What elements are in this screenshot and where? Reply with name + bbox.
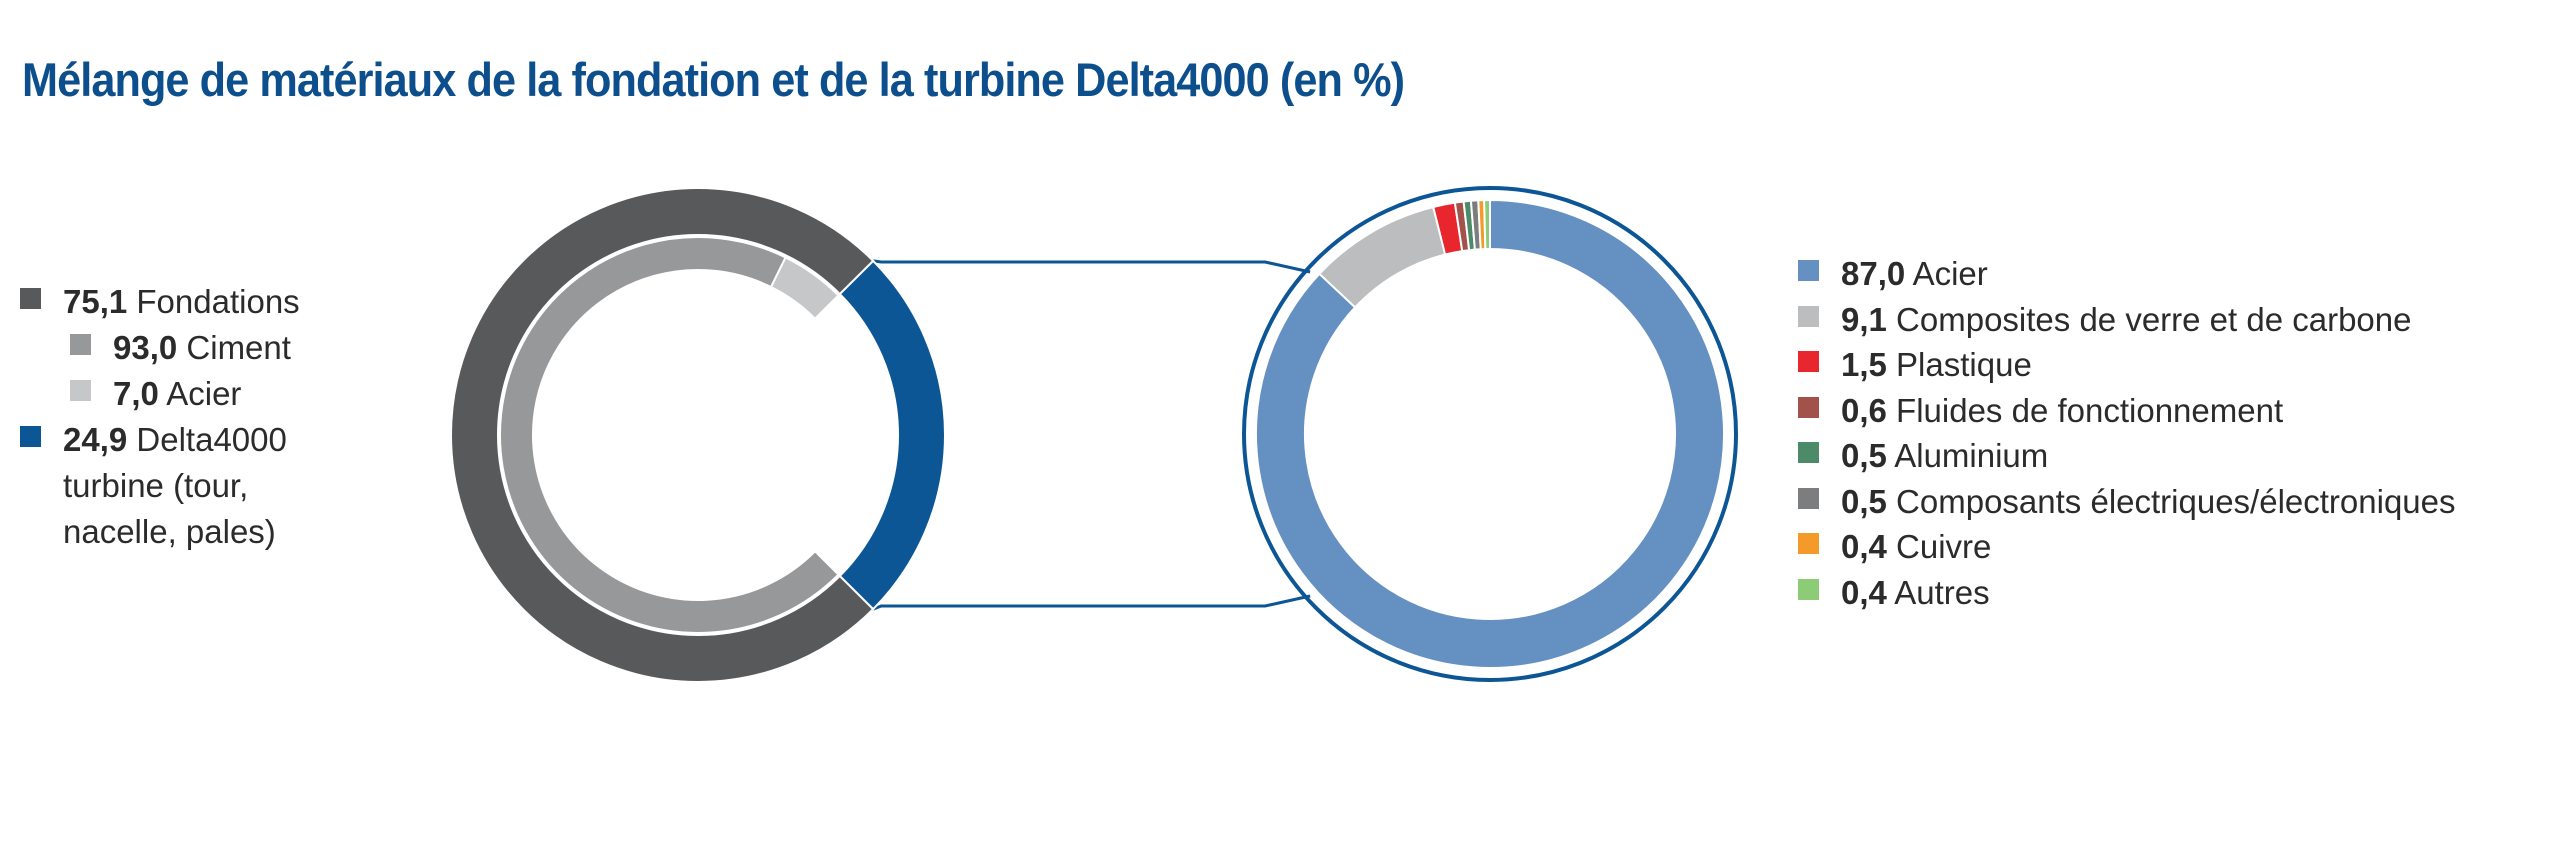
legend-value: 0,4 <box>1841 528 1887 565</box>
legend-item-plastique: 1,5 Plastique <box>1798 342 2032 388</box>
legend-swatch <box>1798 396 1819 418</box>
turbine-materials-donut <box>1242 186 1738 682</box>
legend-label: 24,9 Delta4000 turbine (tour, nacelle, p… <box>63 421 287 550</box>
legend-value: 0,4 <box>1841 573 1887 611</box>
legend-label: 9,1 Composites de verre et de carbone <box>1841 300 2412 338</box>
donut-slice-inner-acier <box>769 256 840 321</box>
legend-item-composants-electriques-electroniques: 0,5 Composants électriques/électroniques <box>1798 479 2456 525</box>
connector-lines <box>872 259 1311 611</box>
legend-label: 1,5 Plastique <box>1841 346 2032 383</box>
legend-value: 0,5 <box>1841 437 1887 474</box>
legend-item-aluminium: 0,5 Aluminium <box>1798 433 2048 479</box>
legend-item-ciment: 93,0 Ciment <box>70 325 291 371</box>
legend-label: 93,0 Ciment <box>113 329 291 366</box>
legend-label: 75,1 Fondations <box>63 283 300 320</box>
legend-label: 0,4 Cuivre <box>1841 528 1992 565</box>
connector-line-bottom <box>872 594 1311 611</box>
legend-swatch <box>70 334 91 355</box>
legend-swatch <box>1798 487 1819 509</box>
legend-value: 1,5 <box>1841 346 1887 383</box>
legend-swatch <box>1798 578 1819 600</box>
zoom-frame-circle <box>1242 186 1738 682</box>
legend-item-fondations: 75,1 Fondations <box>20 279 300 325</box>
legend-swatch <box>20 288 41 309</box>
legend-swatch <box>70 380 91 401</box>
legend-value: 75,1 <box>63 283 128 320</box>
legend-value: 0,5 <box>1841 482 1887 520</box>
legend-value: 93,0 <box>113 329 178 366</box>
donut-slice-turbine <box>838 259 946 611</box>
chart-title: Mélange de matériaux de la fondation et … <box>22 53 1405 106</box>
legend-value: 9,1 <box>1841 300 1887 338</box>
legend-item-delta4000-turbine-tour-nacelle-pales: 24,9 Delta4000 turbine (tour, nacelle, p… <box>20 417 343 555</box>
foundation-turbine-donut <box>450 187 946 683</box>
legend-value: 0,6 <box>1841 391 1887 429</box>
legend-swatch <box>20 426 41 447</box>
legend-swatch <box>1798 442 1819 463</box>
donut-slice-fondations <box>450 187 875 683</box>
legend-label: 0,5 Composants électriques/électroniques <box>1841 482 2456 520</box>
legend-item-composites-de-verre-et-de-carbone: 9,1 Composites de verre et de carbone <box>1798 297 2412 343</box>
legend-item-acier: 87,0 Acier <box>1798 251 1988 297</box>
legend-swatch <box>1798 351 1819 372</box>
legend-value: 24,9 <box>63 421 128 458</box>
legend-label: 87,0 Acier <box>1841 255 1988 292</box>
donut-slice-turbine-acier <box>1255 198 1725 669</box>
legend-label: 0,4 Autres <box>1841 573 1990 611</box>
donut-slice-inner-ciment <box>499 236 840 634</box>
legend-label: 0,6 Fluides de fonctionnement <box>1841 391 2284 429</box>
legend-value: 7,0 <box>113 375 159 412</box>
connector-line-top <box>872 259 1311 274</box>
donut-slice-turbine-composites-de-verre-et-de-carbone <box>1318 205 1447 309</box>
legend-item-autres: 0,4 Autres <box>1798 570 1990 616</box>
legend-swatch <box>1798 305 1819 327</box>
legend-swatch <box>1798 260 1819 281</box>
legend-label: 7,0 Acier <box>113 375 242 412</box>
legend-label: 0,5 Aluminium <box>1841 437 2049 474</box>
legend-swatch <box>1798 533 1819 554</box>
legend-item-fluides-de-fonctionnement: 0,6 Fluides de fonctionnement <box>1798 388 2283 434</box>
donut-slice-turbine-autres <box>1483 198 1491 251</box>
legend-value: 87,0 <box>1841 255 1906 292</box>
legend-item-cuivre: 0,4 Cuivre <box>1798 524 1991 570</box>
legend-item-acier: 7,0 Acier <box>70 371 241 417</box>
